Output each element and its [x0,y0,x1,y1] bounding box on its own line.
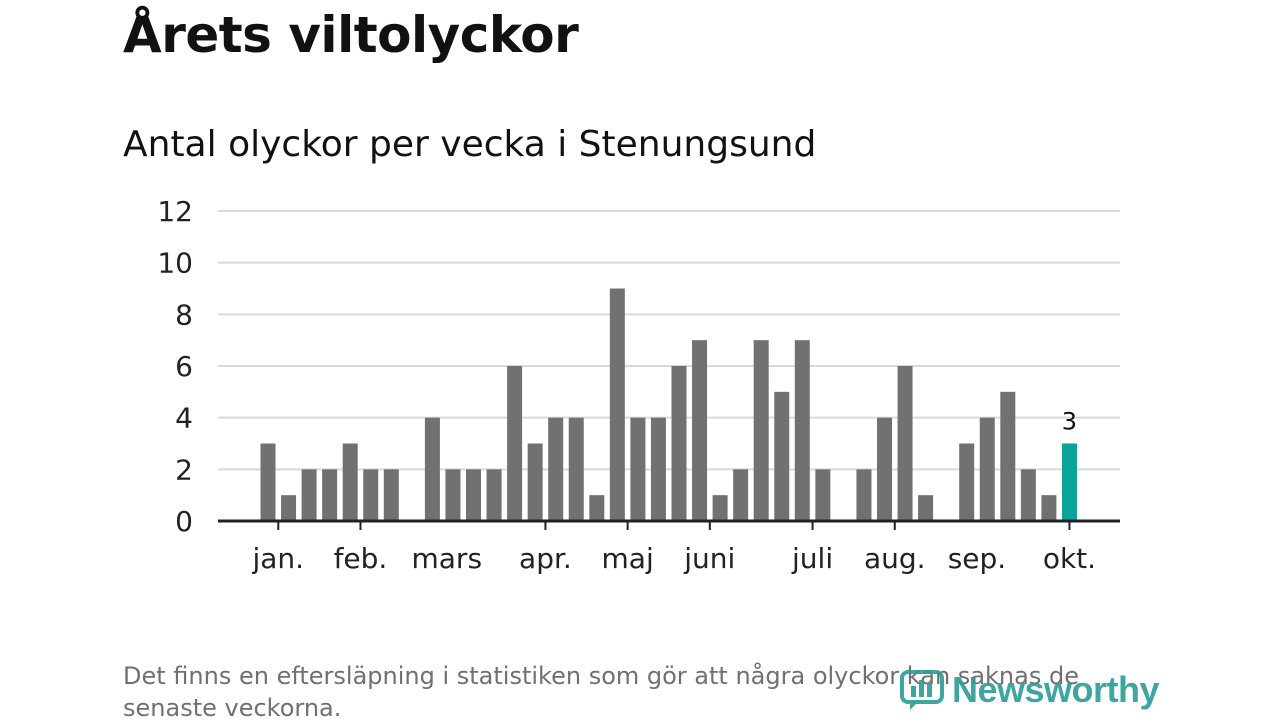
bar [650,417,666,521]
x-tick-label: juli [791,542,833,575]
bar [342,443,358,521]
bar [589,495,605,521]
bar [260,443,276,521]
bar [1041,495,1057,521]
bar [815,469,831,521]
newsworthy-logo: Newsworthy [900,668,1160,712]
x-tick-label: aug. [864,542,926,575]
y-tick-label: 4 [175,402,193,435]
y-tick-label: 6 [175,350,193,383]
x-tick-label: juni [683,542,735,575]
x-tick-label: maj [602,542,654,575]
bar [712,495,728,521]
bar [1000,391,1016,521]
y-tick-label: 12 [157,195,193,228]
x-tick-label: sep. [948,542,1007,575]
bar [322,469,338,521]
bar [548,417,564,521]
y-tick-label: 10 [157,247,193,280]
x-tick-label: apr. [519,542,572,575]
bar [527,443,543,521]
bar [692,340,708,521]
bar [877,417,892,521]
bar [959,443,975,521]
bar [671,366,687,521]
bar [363,469,379,521]
bar [794,340,810,521]
bar [753,340,769,521]
data-label: 3 [1062,408,1077,436]
highlighted-bar [1061,443,1077,521]
x-tick-label: jan. [251,542,304,575]
bar [301,469,317,521]
x-tick-label: okt. [1043,542,1096,575]
page-title: Årets viltolyckor [123,6,579,64]
bar [918,495,934,521]
bar [897,366,913,521]
brand-name: Newsworthy [952,669,1160,710]
bar [507,366,523,521]
x-tick-label: mars [412,542,483,575]
bar [424,417,440,521]
bar [979,417,995,521]
bar [774,391,790,521]
bar [630,417,646,521]
bar [281,495,297,521]
y-tick-label: 8 [175,298,193,331]
bar [609,288,625,521]
bar [466,469,481,521]
bar [856,469,872,521]
bar [445,469,461,521]
chart-subtitle: Antal olyckor per vecka i Stenungsund [123,124,817,165]
x-tick-label: feb. [334,542,388,575]
bar [383,469,399,521]
newsworthy-logo-icon [900,670,944,710]
y-tick-label: 0 [175,505,193,538]
bar [733,469,749,521]
bar [486,469,502,521]
y-tick-label: 2 [175,453,193,486]
bar [1020,469,1036,521]
bar [568,417,584,521]
